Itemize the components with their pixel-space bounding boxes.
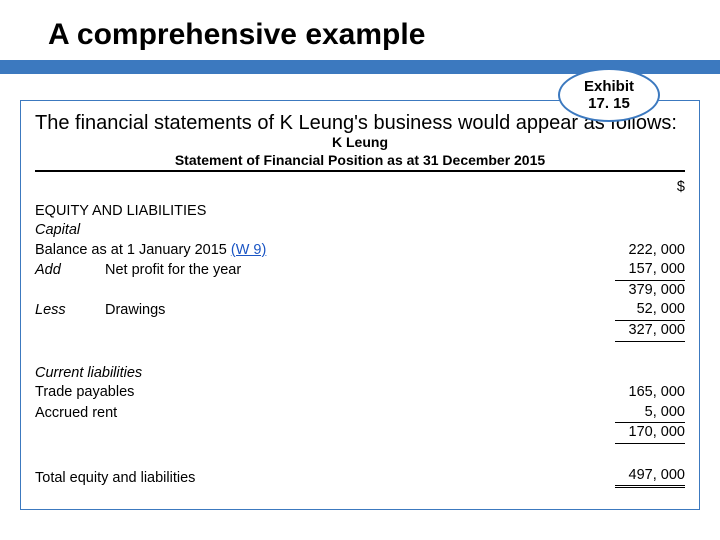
equity-heading: EQUITY AND LIABILITIES bbox=[35, 202, 595, 222]
slide-title: A comprehensive example bbox=[0, 0, 720, 60]
trade-payables-amount: 165, 000 bbox=[615, 383, 685, 403]
total-amount: 497, 000 bbox=[615, 466, 685, 489]
capital-label: Capital bbox=[35, 221, 595, 241]
currency-symbol: $ bbox=[677, 179, 685, 195]
subtotal-after-profit-row: 379, 000 bbox=[35, 281, 685, 301]
spacer bbox=[35, 342, 685, 364]
opening-balance-label: Balance as at 1 January 2015 bbox=[35, 242, 231, 258]
less-label: Less bbox=[35, 300, 105, 321]
header-rule bbox=[35, 170, 685, 172]
currency-header-row: $ bbox=[35, 178, 685, 202]
accrued-rent-amount: 5, 000 bbox=[615, 403, 685, 424]
opening-balance-amount: 222, 000 bbox=[615, 241, 685, 261]
capital-heading-row: Capital bbox=[35, 221, 685, 241]
accrued-rent-row: Accrued rent 5, 000 bbox=[35, 403, 685, 424]
add-label: Add bbox=[35, 260, 105, 281]
statement-title: Statement of Financial Position as at 31… bbox=[35, 152, 685, 168]
net-profit-row: Add Net profit for the year 157, 000 bbox=[35, 260, 685, 281]
net-profit-label: Net profit for the year bbox=[105, 260, 595, 281]
accrued-rent-label: Accrued rent bbox=[35, 403, 595, 424]
net-profit-amount: 157, 000 bbox=[615, 260, 685, 281]
equity-heading-row: EQUITY AND LIABILITIES bbox=[35, 202, 685, 222]
financial-table: $ EQUITY AND LIABILITIES Capital Balance… bbox=[35, 178, 685, 488]
spacer bbox=[35, 444, 685, 466]
current-liabilities-heading: Current liabilities bbox=[35, 364, 595, 384]
entity-name: K Leung bbox=[35, 134, 685, 150]
content-panel: The financial statements of K Leung's bu… bbox=[20, 100, 700, 510]
opening-balance-ref[interactable]: (W 9) bbox=[231, 242, 266, 258]
total-row: Total equity and liabilities 497, 000 bbox=[35, 466, 685, 489]
opening-balance-row: Balance as at 1 January 2015 (W 9) 222, … bbox=[35, 241, 685, 261]
trade-payables-row: Trade payables 165, 000 bbox=[35, 383, 685, 403]
current-liabilities-subtotal-row: 170, 000 bbox=[35, 423, 685, 444]
closing-capital-amount: 327, 000 bbox=[615, 321, 685, 342]
total-label: Total equity and liabilities bbox=[35, 466, 595, 489]
subtotal-after-profit: 379, 000 bbox=[615, 281, 685, 301]
closing-capital-row: 327, 000 bbox=[35, 321, 685, 342]
current-liabilities-subtotal: 170, 000 bbox=[615, 423, 685, 444]
drawings-label: Drawings bbox=[105, 300, 595, 321]
drawings-amount: 52, 000 bbox=[615, 300, 685, 321]
trade-payables-label: Trade payables bbox=[35, 383, 595, 403]
exhibit-callout: Exhibit 17. 15 bbox=[558, 68, 660, 122]
exhibit-prefix: Exhibit bbox=[584, 78, 634, 95]
exhibit-number: 17. 15 bbox=[588, 95, 630, 112]
current-liabilities-heading-row: Current liabilities bbox=[35, 364, 685, 384]
drawings-row: Less Drawings 52, 000 bbox=[35, 300, 685, 321]
